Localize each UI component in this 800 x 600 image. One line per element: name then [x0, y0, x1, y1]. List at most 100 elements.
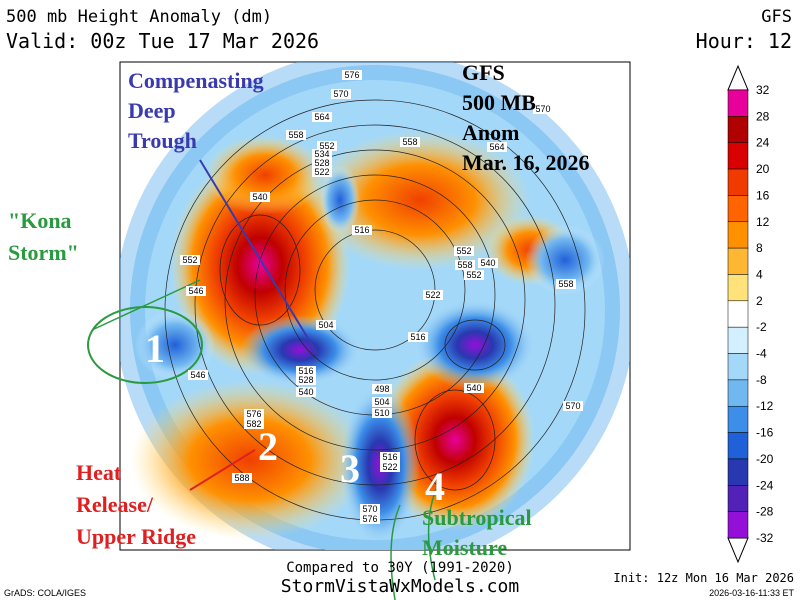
- contour-label: 564: [314, 112, 329, 122]
- marker-number: 1: [145, 326, 165, 371]
- colorbar-band: [727, 353, 749, 381]
- colorbar-label: 4: [756, 267, 763, 281]
- contour-label: 588: [234, 473, 249, 483]
- line: Mar. 16, 2026: [462, 150, 590, 175]
- colorbar-cap: [727, 537, 749, 564]
- contour-label-bg: [372, 408, 392, 418]
- colorbar-band: [727, 432, 749, 460]
- contour-label-bg: [533, 104, 553, 114]
- contour-label: 552: [456, 246, 471, 256]
- contour-label-bg: [408, 332, 428, 342]
- contour-label-bg: [180, 255, 200, 265]
- contour-label: 528: [298, 375, 313, 385]
- contour-label: 516: [382, 452, 397, 462]
- line: Anom: [462, 120, 519, 145]
- colorbar-label: -20: [756, 452, 774, 466]
- colorbar-label: 12: [756, 215, 770, 229]
- contour-label: 582: [246, 419, 261, 429]
- contour-label: 522: [382, 462, 397, 472]
- contour-label-bg: [286, 130, 306, 140]
- line: Release/: [76, 492, 154, 517]
- line: Heat: [76, 460, 122, 485]
- colorbar-label: -24: [756, 478, 774, 492]
- colorbar-label: -2: [756, 320, 767, 334]
- grads-credit: GrADS: COLA/IGES: [4, 588, 86, 598]
- contour-label: 552: [466, 270, 481, 280]
- marker-number: 2: [258, 424, 278, 469]
- line: GFS: [462, 60, 505, 85]
- line: Subtropical: [422, 505, 532, 530]
- contour-label-bg: [232, 473, 252, 483]
- contour-label-bg: [342, 70, 362, 80]
- contour-label: 552: [182, 255, 197, 265]
- contour-label-bg: [317, 141, 337, 151]
- contour-label-bg: [487, 142, 507, 152]
- colorbar-band: [727, 221, 749, 249]
- colorbar-band: [727, 511, 749, 539]
- contour-label: 576: [246, 409, 261, 419]
- contour-label-bg: [455, 260, 475, 270]
- colorbar-label: 32: [756, 83, 770, 97]
- marker-number: 4: [425, 464, 445, 509]
- line: Deep: [128, 98, 176, 123]
- contour-label: 510: [374, 408, 389, 418]
- heat-arrow: [189, 449, 256, 491]
- kona-circle: [87, 306, 203, 384]
- contour-label-bg: [316, 320, 336, 330]
- contour-label-bg: [372, 384, 392, 394]
- init-time: Init: 12z Mon 16 Mar 2026: [613, 571, 794, 585]
- contour-labels: 5765705645585525345285225405165525465405…: [180, 70, 583, 524]
- contour-label-bg: [296, 366, 316, 376]
- contour-label-bg: [360, 504, 380, 514]
- contour-label: 498: [374, 384, 389, 394]
- colorbar-label: 2: [756, 294, 763, 308]
- colorbar-band: [727, 274, 749, 302]
- contour-label: 504: [318, 320, 333, 330]
- colorbar-label: 8: [756, 241, 763, 255]
- line: Compenasting: [128, 68, 264, 93]
- contour-label-bg: [296, 387, 316, 397]
- contour-label: 570: [535, 104, 550, 114]
- contour-label-bg: [244, 409, 264, 419]
- heat-annotation: Heat Release/ Upper Ridge: [76, 460, 196, 549]
- line: Trough: [128, 128, 197, 153]
- timestamp: 2026-03-16-11:33 ET: [709, 588, 794, 598]
- contour-label-bg: [563, 401, 583, 411]
- line: "Kona: [8, 208, 72, 233]
- contour-label-bg: [380, 452, 400, 462]
- colorbar-label: 20: [756, 162, 770, 176]
- colorbar-label: -16: [756, 426, 774, 440]
- contour-label: 540: [480, 258, 495, 268]
- contour-label-bg: [360, 514, 380, 524]
- colorbar-label: 16: [756, 188, 770, 202]
- colorbar-label: -12: [756, 399, 774, 413]
- line: 500 MB: [462, 90, 536, 115]
- trough-annotation: Compenasting Deep Trough: [128, 68, 269, 153]
- contour-label: 570: [565, 401, 580, 411]
- contour-label: 540: [466, 383, 481, 393]
- contour-label-bg: [244, 419, 264, 429]
- contour-label-bg: [312, 167, 332, 177]
- colorbar: 32 28 24 20 16 12 8 4 2 -2 -4 -8 -12 -16 -20 -24 -28 -32: [727, 64, 774, 564]
- contour-label: 558: [558, 279, 573, 289]
- contour-label-bg: [400, 137, 420, 147]
- valid-time: Valid: 00z Tue 17 Mar 2026: [6, 29, 319, 53]
- contour-label: 546: [188, 286, 203, 296]
- colorbar-cap: [727, 64, 749, 91]
- line: Moisture: [422, 535, 507, 560]
- kona-arrow: [91, 279, 201, 331]
- comparison-note: Compared to 30Y (1991-2020): [286, 560, 514, 576]
- contour-label: 576: [344, 70, 359, 80]
- colorbar-band: [727, 300, 749, 328]
- title: 500 mb Height Anomaly (dm): [6, 7, 272, 27]
- site: StormVistaWxModels.com: [281, 576, 519, 597]
- moisture-annotation: Subtropical Moisture: [422, 505, 537, 560]
- contour-label-bg: [464, 270, 484, 280]
- colorbar-label: 24: [756, 136, 770, 150]
- contour-label-bg: [188, 370, 208, 380]
- contour-label: 516: [354, 225, 369, 235]
- contour-label: 516: [298, 366, 313, 376]
- contour-label: 546: [190, 370, 205, 380]
- colorbar-band: [727, 89, 749, 117]
